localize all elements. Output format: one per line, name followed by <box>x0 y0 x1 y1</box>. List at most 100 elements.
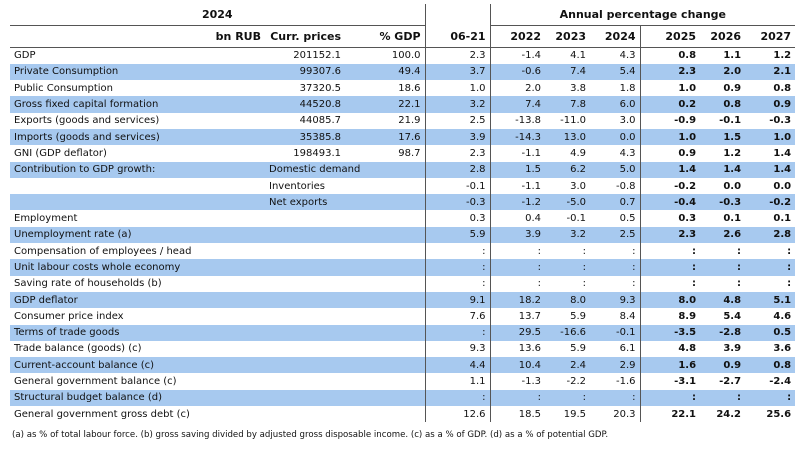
value-cell: : <box>639 259 701 276</box>
value-cell: 24.2 <box>716 408 742 420</box>
value-cell: 4.1 <box>570 50 587 62</box>
value-cell: 18.5 <box>489 406 546 423</box>
value-cell: -0.3 <box>424 194 491 211</box>
value-cell: 3.0 <box>619 115 636 127</box>
value-cell: : <box>424 389 491 407</box>
value-cell: : <box>424 324 491 341</box>
level-cell: 49.4 <box>345 63 426 81</box>
empty-cell <box>265 259 345 276</box>
value-cell: 4.3 <box>619 50 636 62</box>
row-label: Compensation of employees / head <box>14 245 192 257</box>
value-cell: 0.1 <box>723 213 742 225</box>
empty-cell <box>345 373 425 389</box>
level-cell: 17.6 <box>345 128 426 146</box>
level-cell: 198493.1 <box>293 147 341 159</box>
table-row: Unit labour costs whole economy::::::: <box>10 259 796 276</box>
value-cell: -14.3 <box>489 128 546 146</box>
row-label: General government gross debt (c) <box>14 408 190 420</box>
value-cell: : <box>745 389 796 407</box>
value-cell: -1.1 <box>489 177 546 195</box>
value-cell: 4.4 <box>424 357 491 374</box>
forecast-table: 2024 Annual percentage change bn RUB Curr… <box>10 4 796 423</box>
value-cell: -2.7 <box>719 376 742 388</box>
value-cell: -3.1 <box>639 373 701 390</box>
row-label: Public Consumption <box>14 82 114 94</box>
row-label <box>10 178 265 194</box>
value-cell: : <box>639 389 701 407</box>
value-cell: 3.6 <box>773 343 792 355</box>
level-cell: 18.6 <box>398 82 421 94</box>
value-cell: : <box>745 259 796 276</box>
value-cell: 0.2 <box>639 96 701 113</box>
value-cell: 4.6 <box>773 310 792 322</box>
value-cell: -1.4 <box>489 47 546 64</box>
table-row: Exports (goods and services) 44085.7 21.9 2… <box>10 112 795 129</box>
value-cell: 5.4 <box>590 63 641 81</box>
empty-cell <box>265 389 345 407</box>
value-cell: -11.0 <box>560 115 587 127</box>
footnote: (a) as % of total labour force. (b) gros… <box>12 430 609 440</box>
empty-cell <box>345 357 426 374</box>
value-cell: : <box>700 389 746 407</box>
value-cell: -0.1 <box>590 324 641 341</box>
value-cell: 9.3 <box>424 340 491 358</box>
value-cell: : <box>424 275 491 292</box>
value-cell: : <box>489 275 546 292</box>
value-cell: 13.6 <box>489 340 546 358</box>
value-cell: 1.5 <box>489 161 546 178</box>
column-header: bn RUB <box>10 25 265 48</box>
value-cell: 5.9 <box>424 226 491 244</box>
value-cell: : <box>545 259 591 276</box>
value-cell: -0.6 <box>489 63 546 81</box>
column-header: 2023 <box>545 25 591 48</box>
value-cell: 1.0 <box>424 80 491 97</box>
value-cell: 20.3 <box>613 408 636 420</box>
value-cell: 7.6 <box>424 308 491 325</box>
row-label: Unit labour costs whole economy <box>10 259 265 276</box>
value-cell: : <box>424 243 491 260</box>
column-header: 2025 <box>639 25 701 48</box>
value-cell: 22.1 <box>639 406 701 423</box>
row-sublabel: Domestic demand <box>265 161 426 178</box>
value-cell: 0.8 <box>639 47 701 64</box>
empty-cell <box>345 210 425 226</box>
value-cell: 1.2 <box>723 147 742 159</box>
table-row: Private Consumption 99307.6 49.4 3.7 -0.6 7.4… <box>10 63 796 81</box>
table-row: Employment 0.3 0.4 -0.1 0.5 0.3 0.1 0.1 <box>10 210 795 227</box>
value-cell: 7.8 <box>545 96 591 113</box>
row-label: Consumer price index <box>14 310 124 322</box>
value-cell: 3.8 <box>570 82 587 94</box>
column-header: 2027 <box>745 25 796 48</box>
value-cell: -2.2 <box>566 376 587 388</box>
value-cell: 0.5 <box>619 213 636 225</box>
value-cell: : <box>700 259 746 276</box>
value-cell: 2.0 <box>489 80 546 97</box>
value-cell: 5.1 <box>745 291 796 309</box>
empty-cell <box>345 406 425 422</box>
column-header: % GDP <box>345 25 426 48</box>
empty-cell <box>265 210 345 226</box>
value-cell: -0.2 <box>639 177 701 195</box>
value-cell: 6.0 <box>590 96 641 113</box>
value-cell: -0.2 <box>745 194 796 211</box>
row-label: Structural budget balance (d) <box>10 389 265 407</box>
value-cell: 1.6 <box>639 357 701 374</box>
header-row: 2024 Annual percentage change <box>10 4 796 26</box>
value-cell: 5.9 <box>570 310 587 322</box>
value-cell: -1.6 <box>616 376 636 388</box>
value-cell: -1.1 <box>489 145 546 162</box>
empty-cell <box>345 226 426 244</box>
value-cell: 29.5 <box>489 324 546 341</box>
value-cell: : <box>489 259 546 276</box>
value-cell: 2.8 <box>745 226 796 244</box>
value-cell: 0.8 <box>745 357 796 374</box>
level-cell: 98.7 <box>398 147 421 159</box>
empty-cell <box>265 324 345 341</box>
value-cell: -2.4 <box>769 376 792 388</box>
value-cell: 9.3 <box>590 291 641 309</box>
value-cell: 1.1 <box>424 373 491 390</box>
table-row: Gross fixed capital formation 44520.8 22.1… <box>10 96 796 113</box>
value-cell: -5.0 <box>545 194 591 211</box>
value-cell: 6.2 <box>545 161 591 178</box>
level-cell: 21.9 <box>398 115 421 127</box>
